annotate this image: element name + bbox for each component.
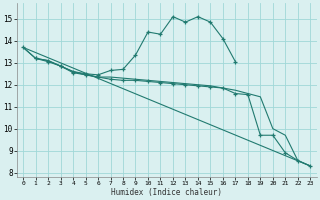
X-axis label: Humidex (Indice chaleur): Humidex (Indice chaleur)	[111, 188, 222, 197]
